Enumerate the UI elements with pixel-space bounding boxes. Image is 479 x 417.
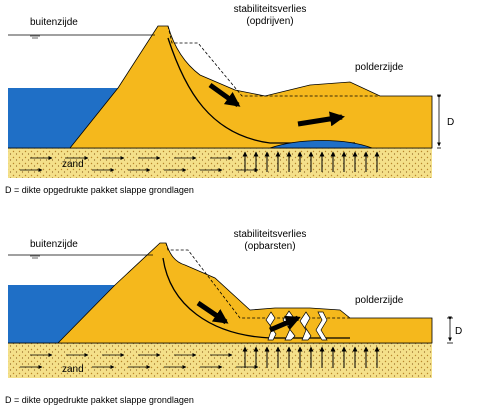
original-profile-dashed: [165, 242, 350, 319]
outside-label: buitenzijde: [30, 17, 78, 28]
seepage-arrows: [20, 353, 259, 369]
slip-surface: [162, 257, 350, 339]
seepage-arrows: [20, 156, 259, 172]
movement-arrow-polder: [297, 111, 345, 127]
polder-label: polderzijde: [355, 62, 404, 73]
outside-water: [8, 88, 118, 148]
movement-arrow-slope: [196, 300, 229, 325]
sand-label: zand: [62, 159, 84, 170]
thickness-dimension: [447, 316, 453, 344]
thickness-dimension: [437, 94, 441, 149]
polder-label: polderzijde: [355, 295, 404, 306]
title-line2: (opdrijven): [246, 16, 293, 27]
panel-opdrijven: buitenzijde stabiliteitsverlies (opdrijv…: [5, 4, 454, 195]
slip-surface: [167, 37, 355, 144]
caption: D = dikte opgedrukte pakket slappe grond…: [5, 395, 194, 405]
sand-layer: [8, 148, 432, 178]
movement-arrow-slope: [208, 82, 241, 108]
thickness-label: D: [447, 117, 454, 128]
title-line1: stabiliteitsverlies: [234, 4, 307, 15]
thickness-label: D: [455, 326, 462, 337]
caption: D = dikte opgedrukte pakket slappe grond…: [5, 185, 194, 195]
original-profile-dashed: [167, 25, 380, 97]
uplift-arrows: [242, 346, 380, 368]
outside-label: buitenzijde: [30, 239, 78, 250]
movement-arrow-polder: [269, 315, 301, 333]
uplift-arrows: [242, 151, 380, 172]
panel-opbarsten: buitenzijde stabiliteitsverlies (opbarst…: [5, 229, 462, 405]
sand-label: zand: [62, 364, 84, 375]
sand-layer: [8, 343, 432, 378]
uplift-water-lens: [269, 140, 373, 149]
outside-water: [8, 285, 115, 343]
title-line2: (opbarsten): [244, 241, 295, 252]
title-line1: stabiliteitsverlies: [234, 229, 307, 240]
